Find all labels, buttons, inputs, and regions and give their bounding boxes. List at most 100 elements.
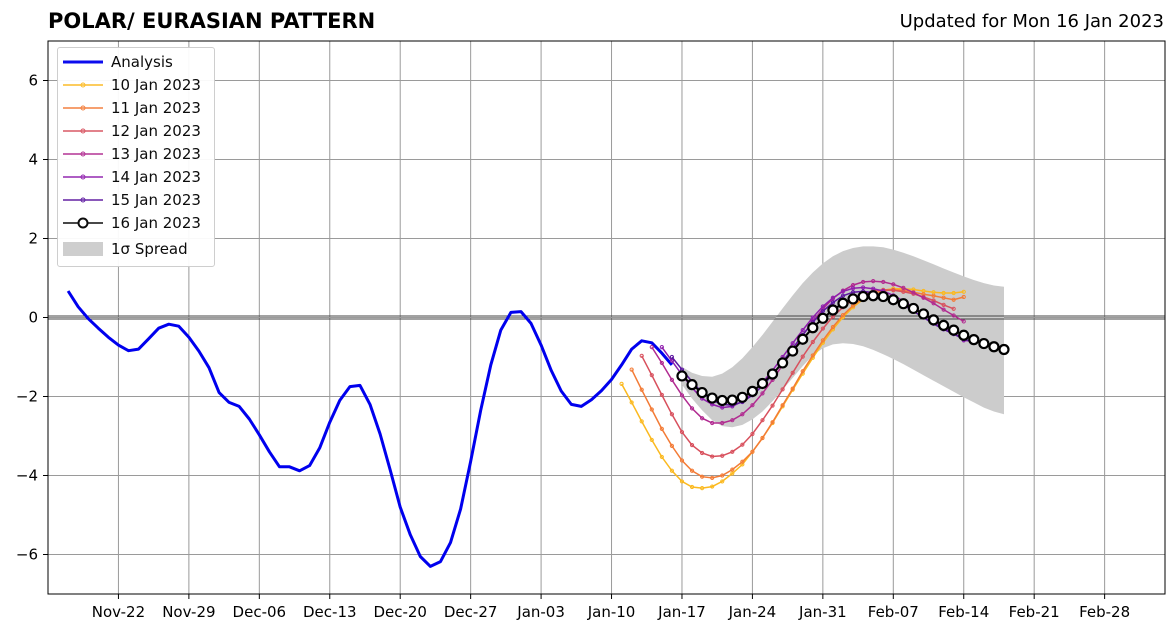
forecast-point [699,450,705,456]
forecast-point [679,458,685,463]
forecast-point [810,315,815,320]
forecast-point [777,357,789,369]
forecast-point [958,329,970,341]
forecast-point [790,386,795,391]
forecast-point [696,386,708,399]
legend-label-analysis: Analysis [111,53,173,71]
legend-item-16-jan: 16 Jan 2023 [58,212,214,234]
forecast-point [639,353,644,358]
forecast-point [891,282,896,287]
forecast-point [951,297,956,302]
forecast-point [837,297,849,309]
forecast-point [659,426,664,431]
forecast-point [659,360,664,366]
forecast-point [679,429,685,435]
forecast-point [827,304,839,316]
forecast-point [780,403,785,408]
legend-label-12-jan: 12 Jan 2023 [111,122,201,140]
forecast-point [676,370,688,382]
forecast-point [951,313,956,318]
forecast-point [726,394,738,406]
forecast-point [649,407,654,412]
forecast-point [800,369,805,374]
forecast-point [699,474,705,479]
forecast-point [881,279,886,285]
x-tick-label: Feb-21 [1009,603,1060,621]
series-forecast-f11 [629,287,966,480]
legend-item-10-jan: 10 Jan 2023 [58,74,214,96]
forecast-point [800,328,805,333]
legend-swatch-spread [63,242,103,256]
forecast-point [770,420,775,425]
forecast-point [951,306,956,311]
forecast-point [840,313,846,318]
forecast-point [710,484,715,489]
forecast-point [907,302,920,315]
x-tick-label: Nov-29 [162,603,215,621]
forecast-point [850,286,856,291]
legend-item-12-jan: 12 Jan 2023 [58,120,214,142]
forecast-point [750,403,755,408]
forecast-point [629,400,634,405]
forecast-point [720,420,725,426]
forecast-point [830,324,836,330]
forecast-point [760,435,765,441]
x-tick-label: Jan-24 [728,603,777,621]
forecast-point [740,412,745,417]
plot-frame [47,40,1166,595]
chart-subtitle: Updated for Mon 16 Jan 2023 [899,11,1164,32]
forecast-point [689,406,695,411]
forecast-point [746,385,759,397]
forecast-point [720,453,725,458]
legend-label-11-jan: 11 Jan 2023 [111,99,201,117]
forecast-point [891,288,896,293]
forecast-point [720,473,725,478]
forecast-point [790,370,795,375]
forecast-point [740,442,745,447]
forecast-point [750,449,755,454]
forecast-point [787,345,799,357]
legend-label-15-jan: 15 Jan 2023 [111,191,201,209]
legend-label-10-jan: 10 Jan 2023 [111,76,201,94]
forecast-point [807,322,819,334]
forecast-point [730,449,735,454]
legend-label-13-jan: 13 Jan 2023 [111,145,201,163]
forecast-point [927,314,940,326]
forecast-point [871,279,876,284]
forecast-point [877,290,889,303]
x-tick-label: Feb-28 [1079,603,1130,621]
legend-label-16-jan: 16 Jan 2023 [111,214,201,232]
forecast-point [649,373,654,378]
x-tick-label: Dec-20 [373,603,427,621]
forecast-point [659,392,664,398]
forecast-point [639,387,644,392]
y-tick-label: 2 [28,230,38,248]
forecast-line [631,289,964,479]
forecast-point [766,368,779,380]
forecast-point [686,379,698,391]
x-tick-label: Feb-14 [938,603,989,621]
y-tick-label: 6 [28,72,38,90]
x-tick-label: Jan-31 [798,603,847,621]
axes: Nov-22 Nov-29 Dec-06 Dec-13 Dec-20 Dec-27 Jan-… [16,40,1166,621]
forecast-point [840,289,846,294]
legend-item-spread: 1σ Spread [58,238,214,260]
forecast-point [941,302,946,307]
forecast-point [689,468,695,473]
legend-item-14-jan: 14 Jan 2023 [58,166,214,188]
y-tick-label: 0 [28,309,38,327]
forecast-point [931,301,936,306]
series-analysis-line [66,290,674,568]
forecast-point [951,290,956,296]
forecast-point [857,290,869,303]
forecast-point [961,294,966,300]
forecast-point [921,295,926,300]
forecast-point [669,443,675,448]
legend-item-11-jan: 11 Jan 2023 [58,97,214,119]
forecast-point [800,354,805,359]
forecast-point [901,285,906,290]
x-tick-label: Dec-13 [303,603,357,621]
forecast-point [830,295,836,300]
legend: Analysis 10 Jan 2023 11 Jan 2023 12 Jan … [57,47,215,267]
